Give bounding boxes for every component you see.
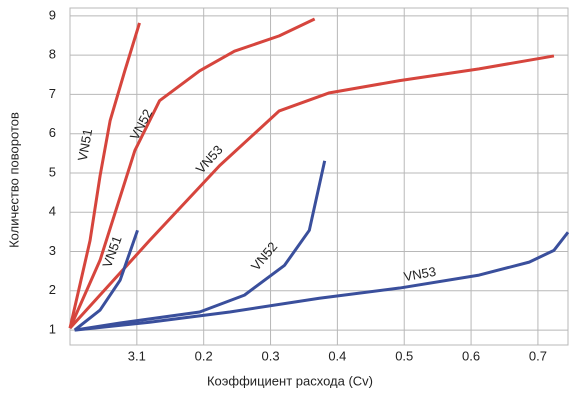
series-label: VN52	[248, 239, 280, 274]
y-tick-label: 8	[49, 47, 56, 62]
y-tick-label: 1	[49, 322, 56, 337]
series-line	[74, 231, 569, 332]
x-tick-label: 0.3	[261, 348, 279, 363]
x-tick-label: 0.5	[395, 348, 413, 363]
x-tick-label: 3.1	[128, 348, 146, 363]
y-tick-label: 6	[49, 125, 56, 140]
x-tick-label: 0.7	[529, 348, 547, 363]
y-tick-label: 5	[49, 164, 56, 179]
series-label: VN53	[402, 264, 437, 284]
y-tick-label: 3	[49, 243, 56, 258]
series-label: VN51	[75, 127, 95, 162]
y-tick-label: 7	[49, 86, 56, 101]
series-line	[73, 229, 139, 332]
series-line	[68, 17, 316, 329]
x-tick-label: 0.2	[195, 348, 213, 363]
series-line	[68, 54, 555, 330]
series-label: VN52	[127, 107, 156, 143]
x-tick-label: 0.6	[462, 348, 480, 363]
x-tick-label: 0.4	[328, 348, 346, 363]
y-axis-label: Количество поворотов	[6, 112, 21, 248]
y-tick-label: 2	[49, 282, 56, 297]
x-axis-label: Коэффициент расхода (Cv)	[207, 373, 373, 388]
series-line	[74, 160, 327, 332]
plot-frame	[69, 7, 569, 346]
y-tick-label: 4	[49, 204, 56, 219]
y-tick-label: 9	[49, 7, 56, 22]
series-line	[68, 22, 141, 329]
series-label: VN53	[193, 142, 226, 176]
